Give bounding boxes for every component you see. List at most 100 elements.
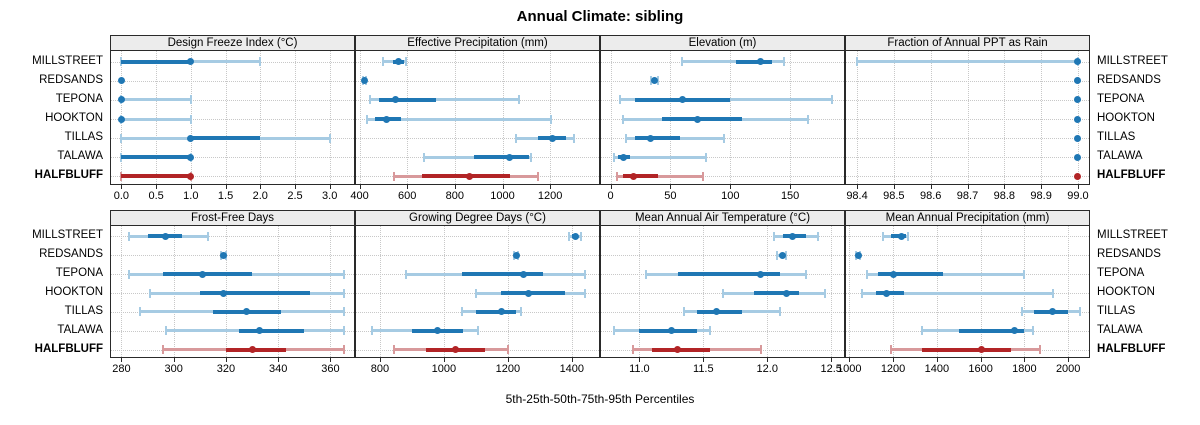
interquartile-bar-tillas <box>190 136 261 141</box>
interquartile-bar-tepona <box>163 272 253 277</box>
site-label-left-tillas: TILLAS <box>64 304 103 317</box>
axis-tick <box>1068 358 1070 362</box>
median-dot-tepona <box>889 270 897 278</box>
vertical-gridline <box>329 51 331 184</box>
axis-tick-label: 320 <box>216 363 236 375</box>
site-label-right-hookton: HOOKTON <box>1097 112 1155 124</box>
whisker-cap-low <box>365 114 368 124</box>
median-dot-hookton <box>883 289 890 297</box>
panel-plot <box>110 225 355 358</box>
axis-tick <box>639 358 641 362</box>
axis-caption: 5th-25th-50th-75th-95th Percentiles <box>505 392 695 406</box>
horizontal-gridline <box>111 236 354 238</box>
vertical-gridline <box>1041 51 1043 184</box>
interquartile-bar-talawa <box>473 155 529 160</box>
axis-tick-label: 1000 <box>837 363 862 375</box>
axis-tick <box>294 185 296 189</box>
axis-tick <box>1077 185 1079 189</box>
interquartile-bar-tepona <box>677 272 781 277</box>
whisker-cap-low <box>404 269 407 279</box>
axis-tick-label: 12.0 <box>756 363 778 375</box>
whisker-cap-low <box>920 326 923 336</box>
whisker-cap-low <box>621 114 624 124</box>
horizontal-gridline <box>601 80 844 82</box>
median-dot-millstreet <box>162 232 170 240</box>
whisker-cap-high <box>1038 345 1041 355</box>
axis-tick <box>278 358 280 362</box>
median-dot-millstreet <box>395 58 403 66</box>
horizontal-gridline <box>111 99 354 101</box>
whisker-cap-high <box>807 114 810 124</box>
site-label-right-redsands: REDSANDS <box>1097 73 1161 86</box>
interquartile-bar-tillas <box>634 136 680 141</box>
chart-title: Annual Climate: sibling <box>516 8 684 25</box>
whisker-cap-low <box>567 231 570 241</box>
axis-tick-label: 98.8 <box>993 190 1016 202</box>
horizontal-gridline <box>846 311 1089 313</box>
median-dot-tepona <box>678 96 686 104</box>
site-label-right-tepona: TEPONA <box>1097 92 1145 105</box>
vertical-gridline <box>610 51 612 184</box>
median-dot-halfbluff <box>674 346 682 354</box>
axis-tick <box>893 185 895 189</box>
horizontal-gridline <box>111 80 354 82</box>
whisker-cap-high <box>342 307 345 317</box>
whisker-cap-low <box>865 269 868 279</box>
axis-tick-label: 1200 <box>880 363 906 375</box>
interquartile-bar-talawa <box>958 328 1025 333</box>
vertical-gridline <box>831 226 833 357</box>
axis-tick-label: 1000 <box>431 363 457 375</box>
median-dot-millstreet <box>898 232 906 240</box>
interquartile-bar-millstreet <box>736 59 773 64</box>
median-dot-halfbluff <box>451 346 459 354</box>
whisker-cap-low <box>393 171 396 181</box>
site-label-left-tepona: TEPONA <box>55 267 103 280</box>
interquartile-bar-hookton <box>662 117 743 121</box>
whisker-cap-low <box>681 57 684 67</box>
median-dot-redsands <box>360 77 368 85</box>
horizontal-gridline <box>846 138 1089 140</box>
vertical-gridline <box>1068 226 1070 357</box>
median-dot-tepona <box>391 96 399 104</box>
axis-tick <box>980 358 982 362</box>
axis-tick-label: 0.0 <box>113 190 130 202</box>
whisker-cap-low <box>631 345 634 355</box>
vertical-gridline <box>930 51 932 184</box>
axis-tick <box>379 358 381 362</box>
site-label-left-hookton: HOOKTON <box>45 286 103 298</box>
axis-tick <box>173 358 175 362</box>
vertical-gridline <box>260 51 262 184</box>
axis-tick-label: 50 <box>664 190 677 202</box>
horizontal-gridline <box>601 330 844 332</box>
axis-tick-label: 98.5 <box>883 190 905 202</box>
vertical-gridline <box>849 226 851 357</box>
median-dot-tillas <box>243 308 251 316</box>
whisker-cap-low <box>856 57 859 67</box>
axis-tick-label: 11.0 <box>629 363 650 375</box>
whisker-cap-high <box>537 171 540 181</box>
axis-tick <box>610 185 612 189</box>
percentile-whisker-hookton <box>862 291 1053 295</box>
axis-tick-label: 280 <box>112 363 131 375</box>
percentile-whisker-millstreet <box>682 60 785 64</box>
median-dot-hookton <box>525 289 533 297</box>
site-label-right-millstreet: MILLSTREET <box>1097 54 1168 67</box>
whisker-cap-low <box>644 269 647 279</box>
axis-tick-label: 1200 <box>537 190 563 202</box>
median-dot-halfbluff <box>629 172 637 180</box>
whisker-cap-low <box>613 152 616 162</box>
percentile-whisker-halfbluff <box>616 174 703 178</box>
median-dot-hookton <box>782 289 790 297</box>
axis-tick <box>329 185 331 189</box>
whisker-cap-high <box>817 231 820 241</box>
median-dot-tillas <box>1074 134 1082 142</box>
vertical-gridline <box>703 226 705 357</box>
whisker-cap-low <box>650 76 653 86</box>
whisker-cap-high <box>1032 326 1035 336</box>
whisker-cap-high <box>518 95 521 105</box>
median-dot-tepona <box>117 96 125 104</box>
median-dot-tillas <box>712 308 720 316</box>
interquartile-bar-hookton <box>199 291 310 295</box>
axis-tick <box>156 185 158 189</box>
horizontal-gridline <box>846 176 1089 178</box>
